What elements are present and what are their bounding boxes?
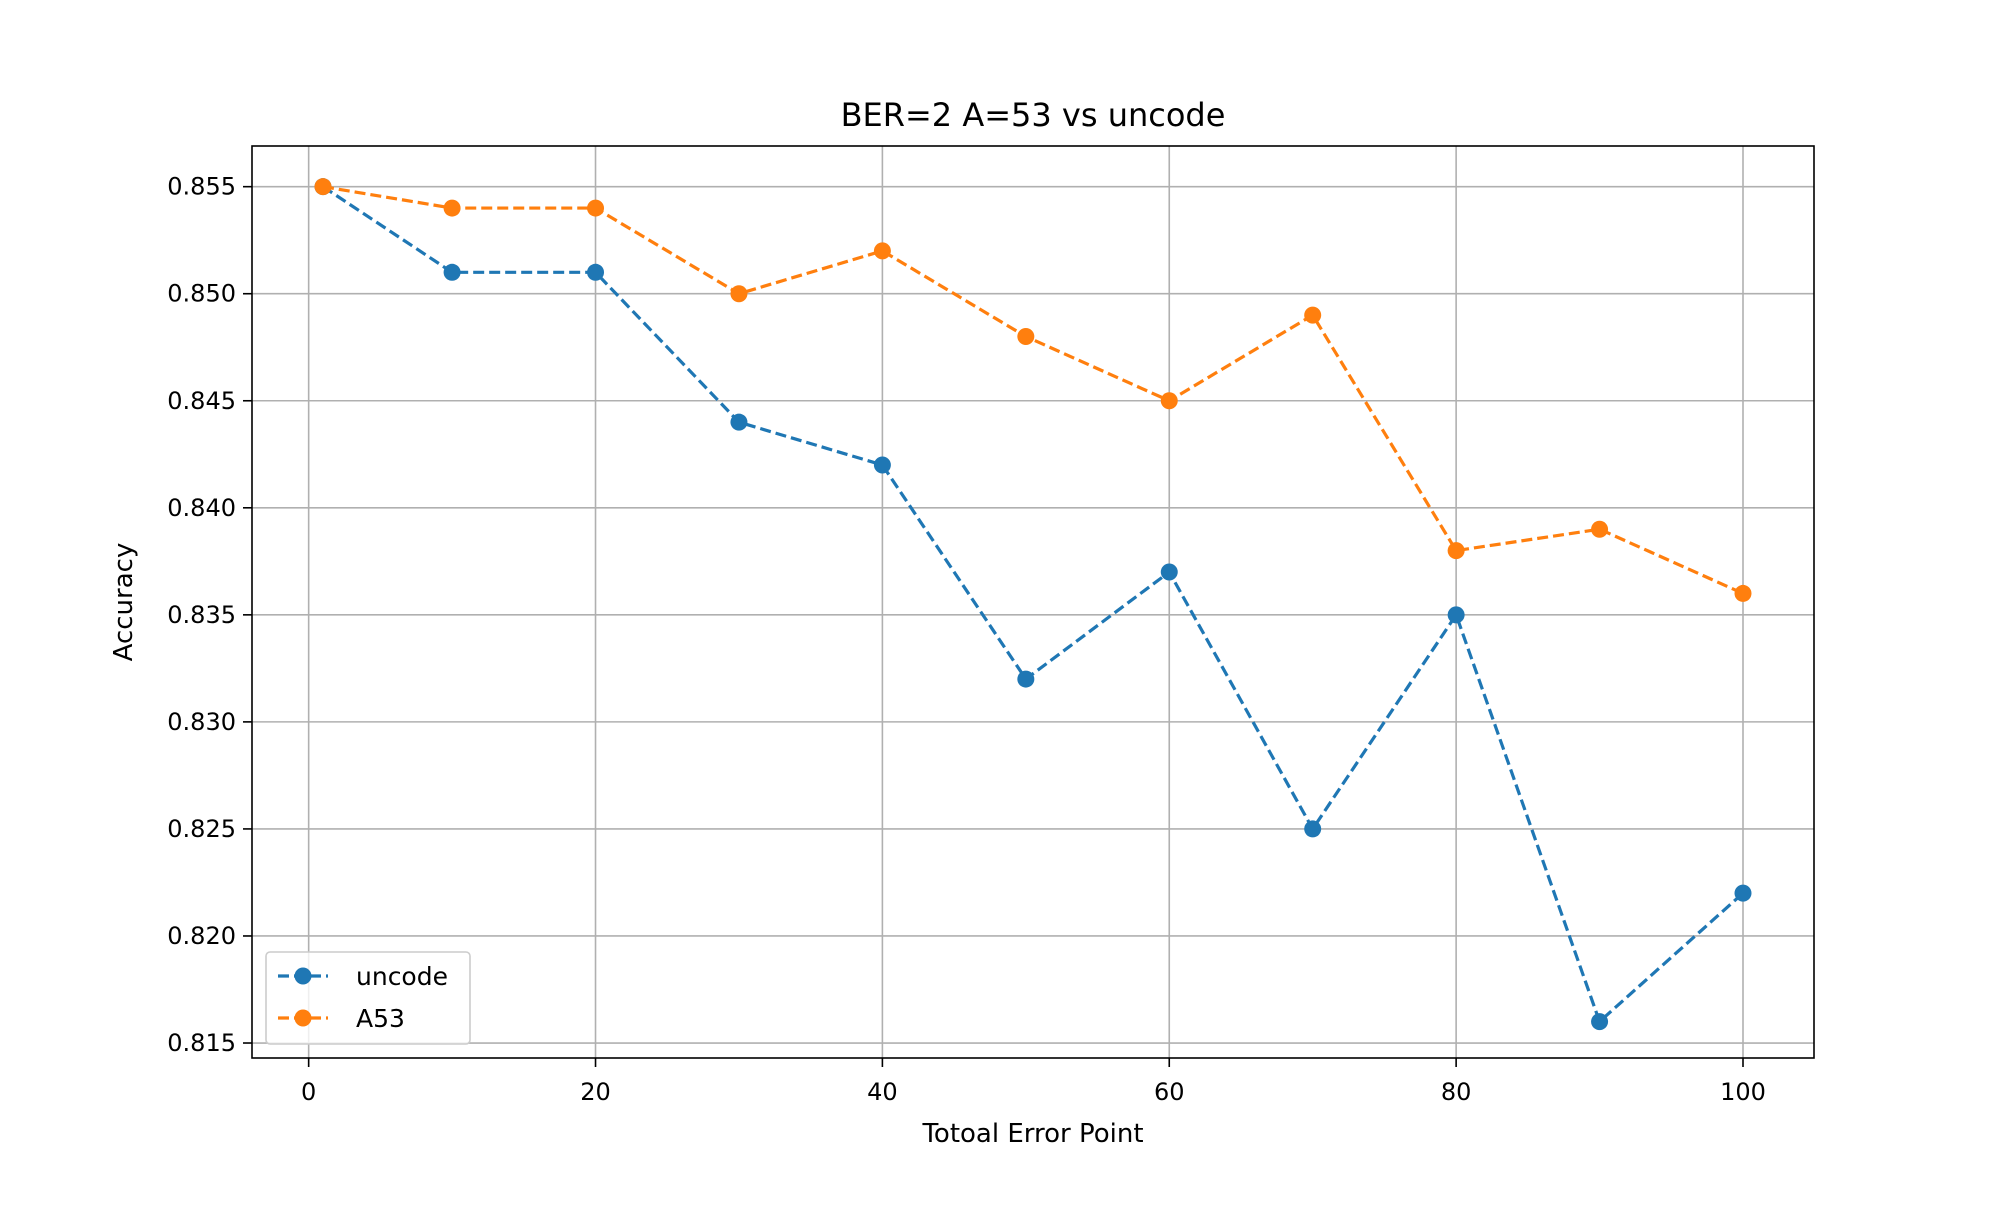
data-point	[443, 263, 461, 281]
x-tick-label: 20	[580, 1078, 611, 1106]
y-tick-label: 0.820	[167, 922, 236, 950]
y-tick-label: 0.840	[167, 494, 236, 522]
legend-item-uncode: uncode	[278, 962, 448, 991]
data-point	[730, 413, 748, 431]
data-point	[730, 285, 748, 303]
y-tick-label: 0.850	[167, 280, 236, 308]
x-axis-title: Totoal Error Point	[921, 1119, 1143, 1149]
legend-item-a53: A53	[278, 1004, 405, 1033]
legend-label: A53	[356, 1004, 405, 1033]
data-point	[1591, 520, 1609, 538]
series-uncode	[314, 178, 1752, 1031]
data-point	[1304, 820, 1322, 838]
chart-title: BER=2 A=53 vs uncode	[841, 96, 1226, 134]
data-point	[1591, 1013, 1609, 1031]
data-point	[1017, 328, 1035, 346]
plot-frame	[251, 145, 1815, 1059]
x-tick-label: 60	[1154, 1078, 1185, 1106]
data-point	[443, 199, 461, 217]
series-layer	[314, 178, 1752, 1031]
y-tick-label: 0.855	[167, 173, 236, 201]
data-point	[1734, 884, 1752, 902]
data-point	[1447, 606, 1465, 624]
data-point	[1304, 306, 1322, 324]
data-point	[1160, 563, 1178, 581]
y-axis: 0.815 0.820 0.825 0.830 0.835 0.840 0.845 0.850…	[167, 173, 252, 1057]
y-tick-label: 0.835	[167, 601, 236, 629]
data-point	[1734, 584, 1752, 602]
x-tick-label: 100	[1720, 1078, 1766, 1106]
data-point	[1160, 392, 1178, 410]
x-tick-label: 0	[301, 1078, 316, 1106]
y-axis-title: Accuracy	[109, 543, 139, 662]
data-point	[1017, 670, 1035, 688]
data-point	[873, 456, 891, 474]
y-tick-label: 0.815	[167, 1029, 236, 1057]
y-tick-label: 0.830	[167, 708, 236, 736]
grid-lines	[252, 146, 1814, 1058]
legend-label: uncode	[356, 962, 448, 991]
y-tick-label: 0.825	[167, 815, 236, 843]
data-point	[314, 178, 332, 196]
y-tick-label: 0.845	[167, 387, 236, 415]
x-axis: 0 20 40 60 80 100	[301, 1058, 1766, 1106]
data-point	[587, 199, 605, 217]
data-point	[873, 242, 891, 260]
data-point	[587, 263, 605, 281]
legend: uncode A53	[265, 951, 471, 1045]
legend-marker	[294, 1009, 312, 1027]
series-a53	[314, 178, 1752, 602]
x-tick-label: 80	[1441, 1078, 1472, 1106]
x-tick-label: 40	[867, 1078, 898, 1106]
data-point	[1447, 542, 1465, 560]
legend-marker	[294, 967, 312, 985]
